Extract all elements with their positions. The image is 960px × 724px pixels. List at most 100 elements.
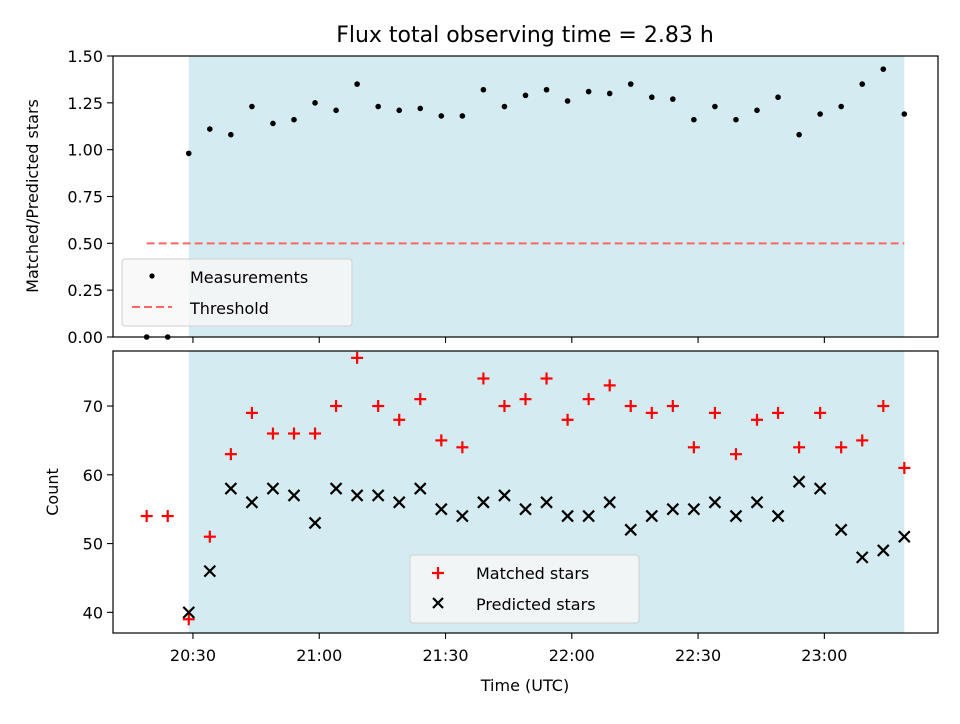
matched-star-point (898, 461, 911, 474)
measurement-point (417, 105, 424, 112)
measurement-point (648, 94, 655, 101)
measurement-point (817, 111, 823, 117)
measurement-point (501, 103, 508, 110)
matched-star-point (182, 613, 195, 626)
ratio-y-tick-label: 0.25 (67, 281, 103, 300)
matched-star-point (666, 400, 679, 413)
matched-star-point (287, 427, 300, 440)
predicted-star-point (540, 496, 553, 509)
matched-star-point (330, 400, 343, 413)
count-legend: Matched stars Predicted stars (409, 554, 640, 624)
ratio-y-tick-label: 1.50 (67, 47, 103, 66)
matched-star-point (856, 434, 869, 447)
measurement-point (838, 103, 844, 110)
matched-star-point (624, 400, 637, 413)
measurement-point (627, 81, 634, 87)
measurement-point (880, 66, 887, 72)
legend-threshold-label: Threshold (189, 299, 269, 318)
matched-star-point (372, 400, 385, 413)
x-tick-label: 23:00 (801, 646, 847, 665)
x-tick-label: 22:30 (675, 646, 721, 665)
measurement-point (312, 100, 318, 106)
x-tick-label: 21:00 (296, 646, 342, 665)
legend-predicted-marker (432, 597, 444, 609)
matched-star-point (814, 406, 827, 419)
matched-star-point (687, 441, 700, 454)
predicted-star-point (877, 544, 890, 557)
matched-star-point (477, 372, 490, 385)
matched-star-point (140, 510, 153, 523)
measurement-point (754, 107, 760, 114)
predicted-star-point (413, 482, 427, 495)
matched-star-point (708, 406, 721, 419)
matched-star-point (414, 393, 427, 406)
predicted-star-point (898, 530, 911, 543)
measurement-point (670, 96, 676, 102)
ratio-legend: Measurements Threshold (121, 258, 353, 327)
count-y-tick-label: 40 (83, 603, 103, 622)
predicted-star-point (329, 482, 343, 495)
predicted-star-point (561, 509, 574, 523)
matched-star-point (498, 400, 511, 413)
ratio-y-tick-label: 0.00 (67, 328, 103, 347)
predicted-star-point (708, 496, 722, 509)
predicted-star-point (350, 489, 364, 502)
matched-star-point (582, 393, 595, 406)
measurement-point (901, 111, 908, 117)
count-y-tick-label: 50 (83, 535, 103, 554)
measurement-point (375, 103, 381, 110)
predicted-star-point (792, 475, 806, 488)
measurement-point (207, 126, 213, 132)
x-tick-label: 22:00 (549, 646, 595, 665)
legend-predicted-label: Predicted stars (476, 595, 596, 614)
predicted-star-point (666, 502, 680, 516)
matched-star-point (877, 400, 890, 413)
measurement-point (480, 86, 487, 93)
measurement-point (712, 103, 718, 110)
count-y-tick-label: 70 (83, 397, 103, 416)
ratio-y-axis-label: Matched/Predicted stars (23, 99, 42, 293)
measurement-point (796, 131, 802, 138)
matched-star-point (793, 441, 806, 454)
measurement-point (522, 92, 529, 99)
measurement-point (333, 107, 339, 114)
predicted-star-point (182, 606, 196, 619)
predicted-star-point (645, 509, 659, 523)
predicted-star-point (771, 509, 785, 523)
measurement-point (438, 113, 445, 119)
predicted-star-point (245, 496, 259, 509)
predicted-star-point (687, 502, 701, 516)
predicted-star-point (582, 509, 595, 523)
matched-star-point (603, 379, 616, 392)
measurement-point (859, 81, 866, 87)
measurement-point (606, 90, 613, 97)
measurement-point (564, 98, 571, 104)
measurement-point (228, 131, 234, 138)
predicted-star-point (477, 496, 490, 509)
predicted-star-point (371, 489, 385, 502)
predicted-star-point (392, 496, 406, 509)
matched-star-point (351, 351, 364, 364)
predicted-star-point (435, 502, 448, 516)
legend-measurements-label: Measurements (190, 268, 308, 287)
measurement-point (185, 150, 192, 157)
matched-star-point (519, 393, 532, 406)
x-axis-label: Time (UTC) (480, 676, 569, 695)
chart-title: Flux total observing time = 2.83 h (336, 23, 714, 48)
measurement-point (270, 120, 276, 127)
matched-star-point (561, 413, 574, 426)
measurement-point (459, 113, 466, 119)
predicted-star-point (834, 523, 848, 537)
x-tick-label: 21:30 (422, 646, 468, 665)
matched-star-point (751, 413, 764, 426)
ratio-y-tick-label: 0.75 (67, 188, 103, 207)
matched-star-point (435, 434, 448, 447)
predicted-star-point (456, 509, 469, 523)
predicted-star-point (855, 551, 869, 564)
matched-star-point (161, 510, 174, 523)
matched-star-point (309, 427, 322, 440)
x-tick-label: 20:30 (170, 646, 216, 665)
predicted-star-point (308, 516, 322, 530)
matched-star-point (456, 441, 469, 454)
